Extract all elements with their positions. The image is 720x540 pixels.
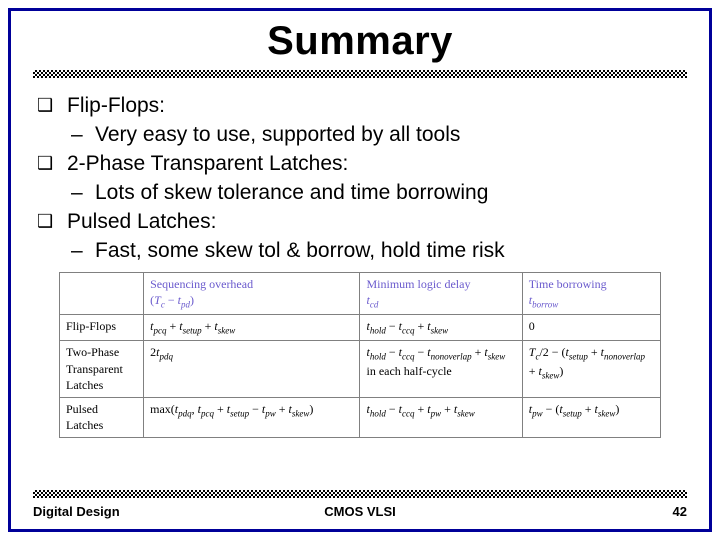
footer-divider (33, 490, 687, 498)
table-header-cell: Sequencing overhead (Tc − tpd) (144, 272, 360, 314)
bullet-item: Lots of skew tolerance and time borrowin… (37, 179, 683, 208)
footer-row: Digital Design CMOS VLSI 42 (33, 504, 687, 519)
row-label: Pulsed Latches (60, 397, 144, 437)
footer: Digital Design CMOS VLSI 42 (33, 490, 687, 519)
table-cell: tpcq + tsetup + tskew (144, 315, 360, 341)
title-divider (33, 70, 687, 78)
table-cell: tpw − (tsetup + tskew) (522, 397, 660, 437)
table-row: Flip-Flops tpcq + tsetup + tskew thold −… (60, 315, 661, 341)
summary-table: Sequencing overhead (Tc − tpd) Minimum l… (59, 272, 661, 438)
table-cell: Tc/2 − (tsetup + tnonoverlap + tskew) (522, 340, 660, 397)
table-cell: thold − tccq − tnonoverlap + tskewin eac… (360, 340, 522, 397)
slide-title: Summary (11, 11, 709, 70)
row-label: Two-Phase Transparent Latches (60, 340, 144, 397)
footer-right: 42 (469, 504, 687, 519)
table-cell: max(tpdq, tpcq + tsetup − tpw + tskew) (144, 397, 360, 437)
table-header-cell: Minimum logic delay tcd (360, 272, 522, 314)
table-cell: thold − tccq + tpw + tskew (360, 397, 522, 437)
summary-table-wrap: Sequencing overhead (Tc − tpd) Minimum l… (59, 272, 661, 438)
table-cell: 2tpdq (144, 340, 360, 397)
row-label: Flip-Flops (60, 315, 144, 341)
table-header-cell: Time borrowing tborrow (522, 272, 660, 314)
bullet-item: Very easy to use, supported by all tools (37, 121, 683, 150)
table-row: Pulsed Latches max(tpdq, tpcq + tsetup −… (60, 397, 661, 437)
table-cell: 0 (522, 315, 660, 341)
bullet-item: 2-Phase Transparent Latches: (37, 150, 683, 179)
bullet-item: Pulsed Latches: (37, 208, 683, 237)
table-header-row: Sequencing overhead (Tc − tpd) Minimum l… (60, 272, 661, 314)
slide-frame: Summary Flip-Flops: Very easy to use, su… (8, 8, 712, 532)
footer-center: CMOS VLSI (251, 504, 469, 519)
bullet-item: Flip-Flops: (37, 92, 683, 121)
table-row: Two-Phase Transparent Latches 2tpdq thol… (60, 340, 661, 397)
table-cell: thold − tccq + tskew (360, 315, 522, 341)
table-header-cell (60, 272, 144, 314)
content-area: Flip-Flops: Very easy to use, supported … (11, 78, 709, 529)
footer-left: Digital Design (33, 504, 251, 519)
bullet-item: Fast, some skew tol & borrow, hold time … (37, 237, 683, 266)
